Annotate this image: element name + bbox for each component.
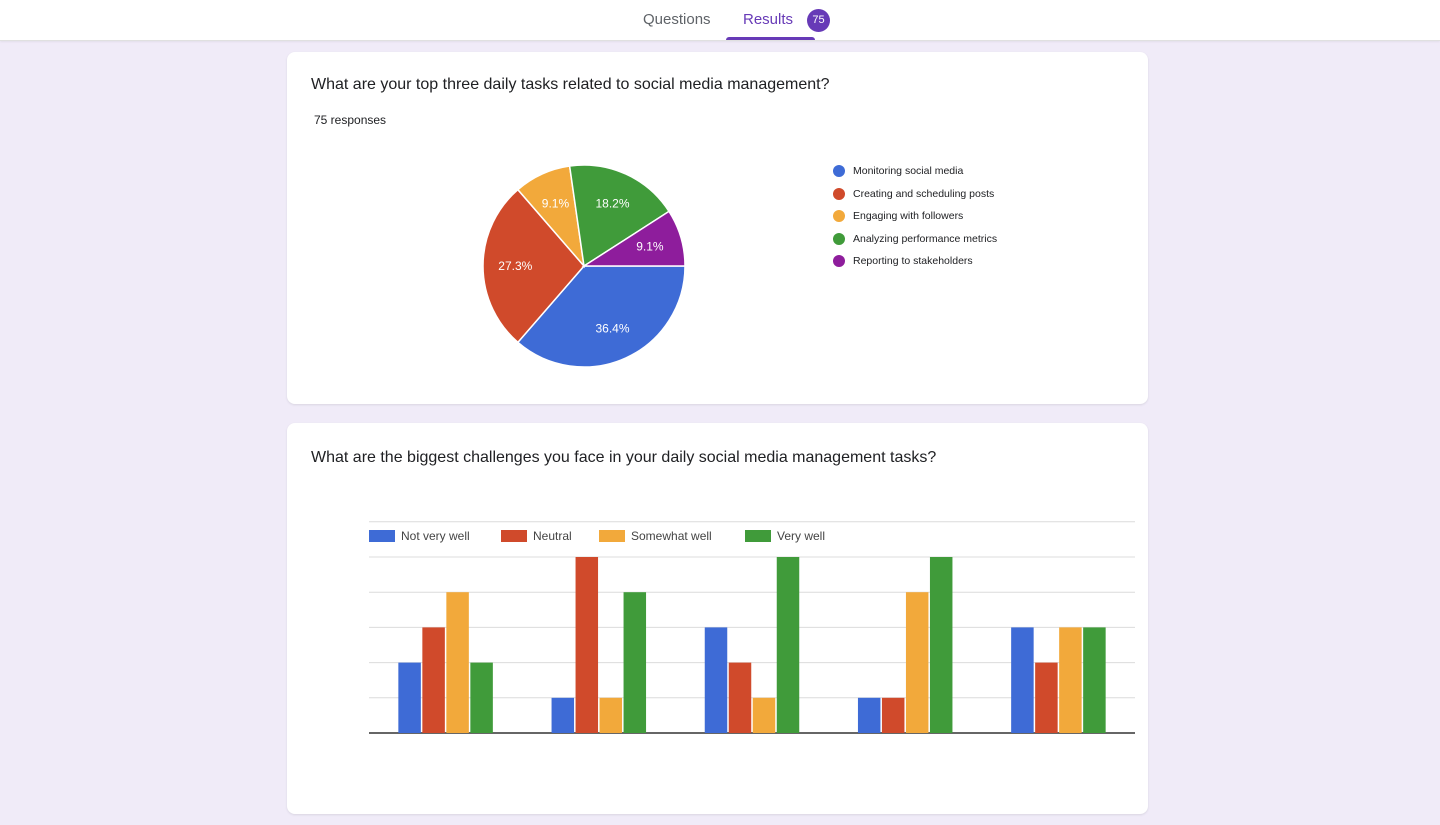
bar bbox=[776, 557, 800, 733]
bar bbox=[704, 627, 728, 733]
pie-slice bbox=[482, 188, 585, 344]
legend-dot-icon bbox=[833, 210, 845, 222]
bar-legend-label: Somewhat well bbox=[631, 529, 712, 543]
bar bbox=[398, 662, 421, 733]
bar bbox=[623, 592, 647, 733]
tab-results[interactable]: Results 75 bbox=[726, 0, 843, 40]
legend-dot-icon bbox=[833, 255, 845, 267]
legend-swatch-icon bbox=[599, 530, 625, 542]
bar-legend-label: Very well bbox=[777, 529, 826, 543]
pie-slice bbox=[581, 210, 686, 267]
pie-chart-question-card: What are your top three daily tasks rela… bbox=[287, 52, 1148, 404]
pie-slice-label: 27.3% bbox=[498, 259, 532, 273]
results-count-badge: 75 bbox=[807, 9, 830, 32]
legend-label: Engaging with followers bbox=[853, 210, 964, 222]
legend-swatch-icon bbox=[501, 530, 527, 542]
bar bbox=[1011, 627, 1034, 733]
pie-slice bbox=[568, 164, 671, 268]
bar bbox=[905, 592, 929, 733]
legend-swatch-icon bbox=[369, 530, 395, 542]
bar bbox=[422, 627, 445, 733]
question-title: What are your top three daily tasks rela… bbox=[311, 76, 830, 93]
pie-slice-label: 9.1% bbox=[636, 240, 664, 254]
top-navigation-bar: Questions Results 75 bbox=[0, 0, 1440, 41]
tab-questions-label: Questions bbox=[643, 11, 711, 28]
bar-chart bbox=[369, 521, 1135, 734]
legend-dot-icon bbox=[833, 165, 845, 177]
question-title: What are the biggest challenges you face… bbox=[311, 449, 937, 466]
active-tab-indicator bbox=[726, 37, 815, 40]
legend-label: Reporting to stakeholders bbox=[853, 255, 973, 267]
bar bbox=[1083, 627, 1106, 733]
tab-results-label: Results bbox=[743, 11, 794, 28]
pie-slice bbox=[516, 265, 686, 368]
pie-slice-label: 9.1% bbox=[542, 197, 570, 211]
legend-label: Monitoring social media bbox=[853, 165, 964, 177]
tab-questions[interactable]: Questions bbox=[643, 0, 711, 40]
legend-swatch-icon bbox=[745, 530, 771, 542]
pie-slice-label: 18.2% bbox=[596, 197, 630, 211]
bar bbox=[551, 697, 575, 733]
legend-label: Creating and scheduling posts bbox=[853, 187, 995, 200]
legend-label: Analyzing performance metrics bbox=[853, 232, 998, 245]
bar bbox=[881, 697, 905, 733]
bar bbox=[575, 557, 599, 733]
responses-count: 75 responses bbox=[314, 113, 387, 127]
bar bbox=[599, 697, 623, 733]
pie-slice-label: 36.4% bbox=[596, 321, 630, 335]
legend-dot-icon bbox=[833, 187, 845, 200]
bar bbox=[929, 557, 953, 733]
bar-chart-question-card: What are the biggest challenges you face… bbox=[287, 423, 1148, 814]
bar bbox=[752, 697, 776, 733]
bar bbox=[728, 662, 752, 733]
bar-legend-label: Neutral bbox=[533, 529, 572, 543]
bar bbox=[857, 697, 881, 733]
bar bbox=[446, 592, 469, 733]
legend-dot-icon bbox=[833, 232, 845, 245]
pie-chart: 36.4% 27.3% 9.1% 18.2% 9.1% bbox=[482, 164, 686, 368]
bar bbox=[1059, 627, 1082, 733]
bar bbox=[470, 662, 493, 733]
bar-legend-label: Not very well bbox=[401, 529, 470, 543]
bar bbox=[1035, 662, 1058, 733]
